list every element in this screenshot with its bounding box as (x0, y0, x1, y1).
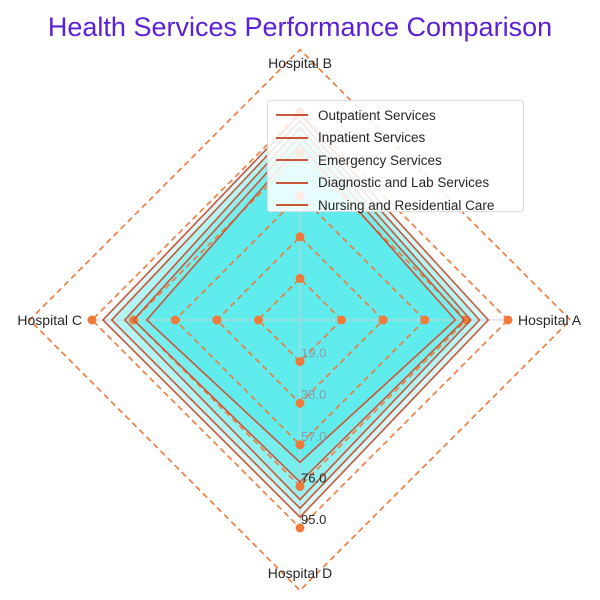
axis-label-1: Hospital B (268, 55, 332, 71)
radial-tick-label: 38.0 (301, 387, 326, 402)
grid-dot (295, 523, 305, 533)
grid-dot (378, 315, 388, 325)
radial-tick-label: 19.0 (301, 346, 326, 361)
legend-label: Inpatient Services (318, 130, 426, 146)
grid-dot (295, 481, 305, 491)
axis-label-3: Hospital D (268, 565, 333, 581)
grid-dot (295, 357, 305, 367)
legend-label: Diagnostic and Lab Services (318, 175, 490, 191)
grid-dot (295, 440, 305, 450)
axis-labels: Hospital A Hospital B Hospital C Hospital D (17, 55, 581, 581)
legend-swatch (276, 159, 308, 162)
grid-dot (295, 398, 305, 408)
series-fill-2 (124, 127, 471, 500)
legend-item-4: Nursing and Residential Care (276, 194, 523, 217)
legend-item-2: Emergency Services (276, 149, 523, 172)
chart-title: Health Services Performance Comparison (47, 12, 553, 42)
legend-item-0: Outpatient Services (276, 104, 523, 127)
grid-dot (253, 315, 263, 325)
radial-tick-label: 57.0 (301, 429, 326, 444)
grid-dot (503, 315, 513, 325)
grid-dot (87, 315, 97, 325)
legend-item-3: Diagnostic and Lab Services (276, 172, 523, 195)
grid-dot (295, 232, 305, 242)
legend-item-1: Inpatient Services (276, 127, 523, 150)
legend-swatch (276, 204, 308, 207)
legend-swatch (276, 136, 308, 139)
grid-ring-4 (90, 110, 510, 530)
axis-label-2: Hospital C (17, 312, 82, 328)
series-fill-0 (146, 144, 456, 463)
legend-label: Emergency Services (318, 152, 442, 168)
radial-tick-label: 95.0 (301, 512, 326, 527)
series-fill-1 (133, 136, 465, 483)
legend-swatch (276, 181, 308, 184)
grid-dot (295, 273, 305, 283)
grid-dot (212, 315, 222, 325)
legend-label: Nursing and Residential Care (318, 197, 495, 213)
axis-label-0: Hospital A (518, 312, 582, 328)
radial-tick-label: 76.0 (301, 470, 326, 485)
grid-dot (170, 315, 180, 325)
radial-tick-labels: 19.0 38.0 57.0 76.0 95.0 (301, 346, 326, 527)
legend-swatch (276, 114, 308, 117)
legend: Outpatient Services Inpatient Services Eme… (267, 100, 524, 213)
grid-dot (337, 315, 347, 325)
legend-label: Outpatient Services (318, 107, 436, 123)
grid-dot (420, 315, 430, 325)
